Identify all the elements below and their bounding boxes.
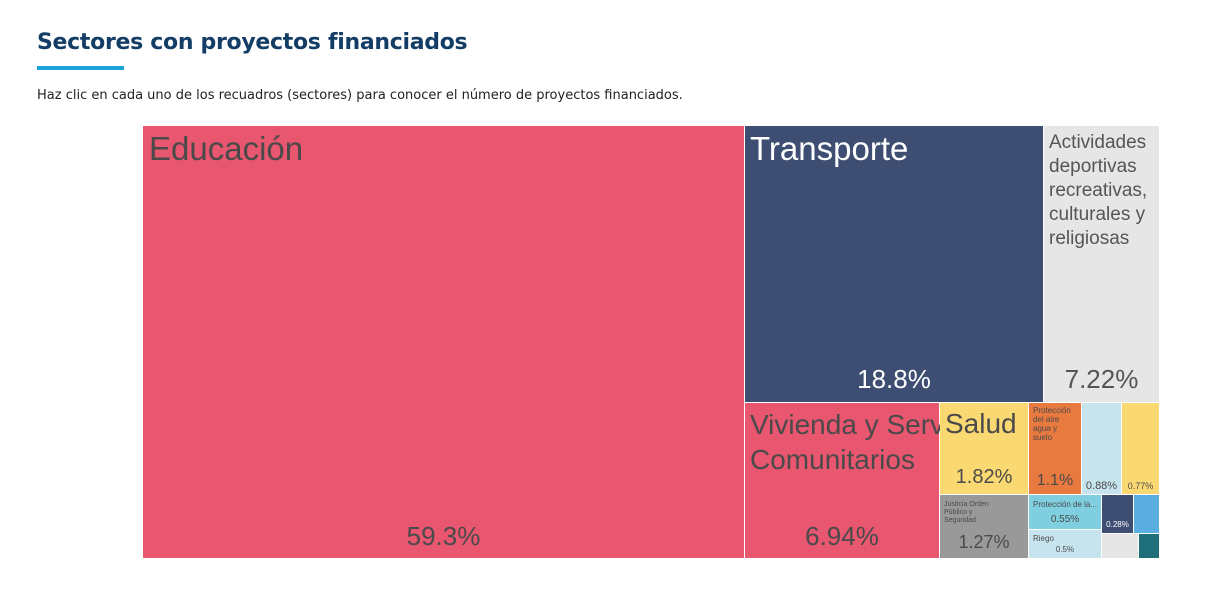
tile-label: Protección del aire agua y suelo xyxy=(1033,406,1071,442)
tile-label: Transporte xyxy=(750,130,908,167)
tile-rect[interactable] xyxy=(745,403,939,558)
tile-value-label: 1.1% xyxy=(1037,472,1073,489)
tile-value-label: 59.3% xyxy=(407,521,481,551)
treemap-tile-sector-13[interactable] xyxy=(1102,534,1138,558)
tile-value-label: 1.82% xyxy=(956,466,1013,488)
tile-label: Riego xyxy=(1033,534,1054,543)
treemap-tile-sector-10[interactable]: 0.28% xyxy=(1102,495,1133,533)
treemap-tile-actividades-deportivas-recreativas-culturales-y-religiosas-2[interactable]: Actividades deportivas recreativas, cultura… xyxy=(1044,126,1159,402)
tile-label: Actividades deportivas recreativas, cultura… xyxy=(1049,132,1147,249)
treemap-tile-educacion-0[interactable]: Educación 59.3% xyxy=(143,126,744,558)
treemap-tile-sector-6[interactable]: 0.88% xyxy=(1082,403,1121,494)
tile-value-label: 0.5% xyxy=(1056,545,1074,554)
tile-rect[interactable] xyxy=(1134,495,1159,533)
page-subtitle: Haz clic en cada uno de los recuadros (s… xyxy=(37,88,683,103)
tile-value-label: 6.94% xyxy=(805,521,879,551)
tile-rect[interactable] xyxy=(1102,495,1133,533)
tile-rect[interactable] xyxy=(1082,403,1121,494)
tile-rect[interactable] xyxy=(1029,495,1101,529)
tile-rect[interactable] xyxy=(143,126,744,558)
tile-value-label: 18.8% xyxy=(857,364,931,394)
tile-value-label: 7.22% xyxy=(1065,364,1139,394)
tile-value-label: 1.27% xyxy=(958,532,1009,552)
tile-label: Educación xyxy=(149,130,303,167)
tile-label: Justicia Orden Público y Seguridad xyxy=(944,501,989,524)
treemap-tile-sector-11[interactable] xyxy=(1134,495,1159,533)
treemap-tile-sector-14[interactable] xyxy=(1139,534,1159,558)
page-title: Sectores con proyectos financiados xyxy=(37,30,468,55)
treemap-tile-sector-7[interactable]: 0.77% xyxy=(1122,403,1159,494)
tile-rect[interactable] xyxy=(1029,530,1101,558)
tile-rect[interactable] xyxy=(745,126,1043,402)
tile-label: Salud xyxy=(945,408,1017,439)
treemap-tile-proteccion-de-la-9[interactable]: Protección de la... 0.55% xyxy=(1029,495,1101,529)
treemap-tile-proteccion-del-aire-agua-y-suelo-5[interactable]: Protección del aire agua y suelo 1.1% xyxy=(1029,403,1081,494)
treemap-tile-justicia-orden-publico-y-seguridad-8[interactable]: Justicia Orden Público y Seguridad 1.27% xyxy=(940,495,1028,558)
tile-rect[interactable] xyxy=(940,495,1028,558)
treemap-tile-transporte-1[interactable]: Transporte 18.8% xyxy=(745,126,1043,402)
tile-value-label: 0.77% xyxy=(1128,481,1154,491)
tile-value-label: 0.55% xyxy=(1051,514,1079,525)
tile-rect[interactable] xyxy=(1122,403,1159,494)
tile-rect[interactable] xyxy=(1029,403,1081,494)
tile-rect[interactable] xyxy=(1102,534,1138,558)
tile-value-label: 0.28% xyxy=(1106,520,1129,529)
treemap-tile-salud-4[interactable]: Salud 1.82% xyxy=(940,403,1028,494)
tile-rect[interactable] xyxy=(940,403,1028,494)
tile-value-label: 0.88% xyxy=(1086,480,1117,492)
title-underline xyxy=(37,66,124,70)
tile-rect[interactable] xyxy=(1139,534,1159,558)
tile-label: Protección de la... xyxy=(1033,500,1097,509)
tile-rect[interactable] xyxy=(1044,126,1159,402)
